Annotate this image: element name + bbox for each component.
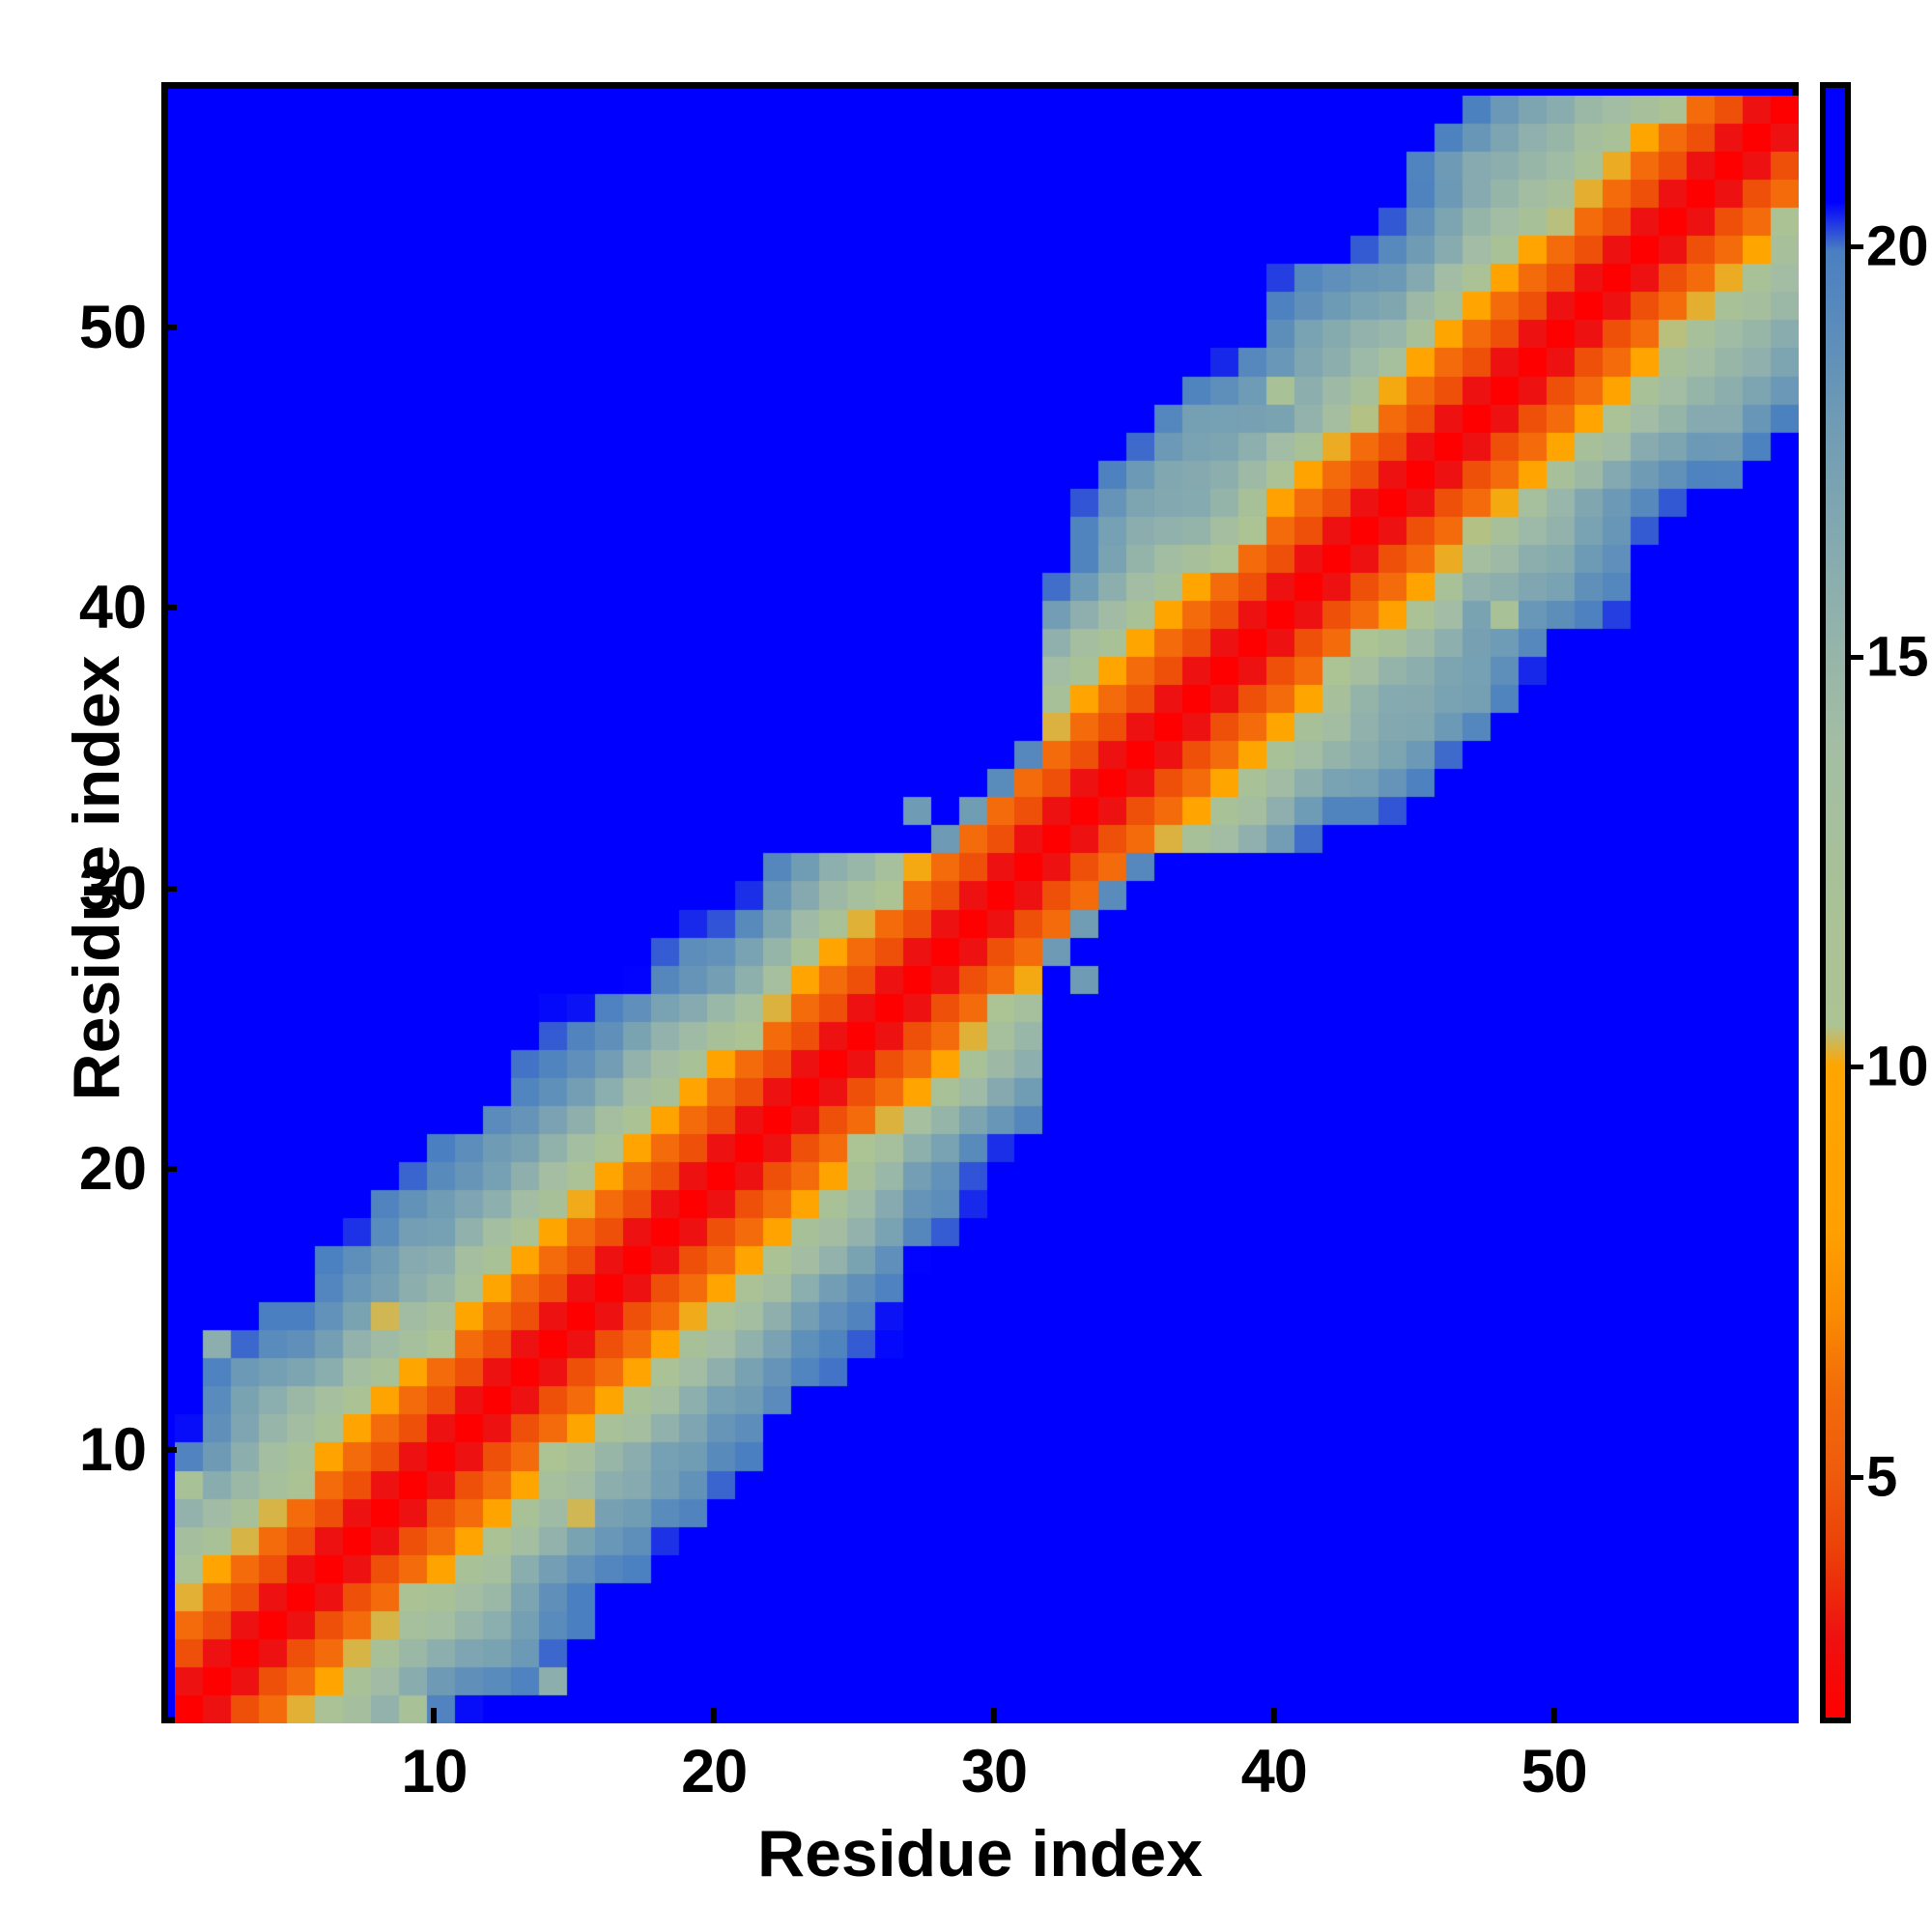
y-tick-label: 50 — [78, 293, 147, 361]
colorbar-tick-label: 15 — [1866, 625, 1929, 689]
colorbar-tick-mark — [1851, 654, 1863, 660]
x-tick-label: 20 — [681, 1738, 748, 1805]
y-tick-mark — [161, 324, 177, 330]
colorbar-tick-label: 5 — [1866, 1445, 1898, 1509]
colorbar[interactable]: 5 10 15 20 — [1820, 82, 1929, 1723]
colorbar-tick-mark — [1851, 1065, 1863, 1070]
y-tick-label: 40 — [78, 574, 147, 642]
x-tick-mark — [711, 1708, 718, 1723]
x-axis-title: Residue index — [756, 1817, 1204, 1890]
colorbar-tick-label: 10 — [1866, 1035, 1929, 1098]
y-axis-title: Residue index — [60, 655, 133, 1101]
colorbar-tick-mark — [1851, 1475, 1863, 1481]
x-tick-mark — [990, 1708, 997, 1723]
heatmap-cells — [175, 96, 1799, 1723]
x-tick-mark — [1270, 1708, 1277, 1723]
colorbar-tick-label: 20 — [1866, 214, 1929, 278]
colorbar-bar — [1820, 82, 1851, 1723]
y-tick-mark — [161, 885, 177, 892]
x-tick-label: 50 — [1520, 1738, 1588, 1805]
y-tick-mark — [161, 1166, 177, 1173]
x-tick-label: 10 — [401, 1738, 468, 1805]
colorbar-gradient — [1826, 88, 1845, 1718]
x-tick-label: 30 — [960, 1738, 1028, 1805]
y-tick-label: 30 — [78, 854, 147, 923]
heatmap-plot-area[interactable] — [161, 82, 1799, 1723]
y-tick-mark — [161, 605, 177, 611]
x-tick-mark — [431, 1708, 438, 1723]
y-tick-label: 10 — [78, 1416, 147, 1484]
x-tick-mark — [1550, 1708, 1557, 1723]
y-tick-mark — [161, 1447, 177, 1453]
colorbar-tick-mark — [1851, 243, 1863, 249]
x-tick-label: 40 — [1240, 1738, 1308, 1805]
y-tick-label: 20 — [78, 1135, 147, 1204]
